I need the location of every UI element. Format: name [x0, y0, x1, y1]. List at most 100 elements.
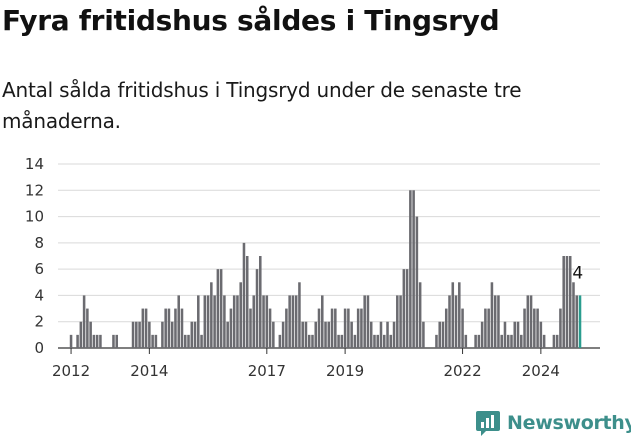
bar — [536, 308, 539, 348]
bar — [493, 295, 497, 348]
newsworthy-logo-icon — [476, 411, 500, 436]
bar — [79, 321, 83, 348]
bar — [203, 295, 207, 348]
bar — [193, 321, 197, 348]
bar — [484, 308, 487, 348]
bar — [376, 334, 380, 348]
bar — [379, 321, 383, 348]
bar — [239, 282, 242, 348]
bar — [510, 334, 513, 348]
bar — [448, 295, 451, 348]
bar — [334, 308, 337, 348]
bar — [148, 321, 151, 348]
bar — [167, 308, 171, 348]
bar — [396, 295, 399, 348]
bar — [206, 295, 210, 348]
y-tick-label: 10 — [25, 208, 44, 226]
y-tick-label: 4 — [34, 286, 44, 304]
bar — [213, 295, 216, 348]
bar — [506, 334, 510, 348]
bar — [461, 308, 464, 348]
bar — [382, 334, 386, 348]
bar — [337, 334, 340, 348]
x-tick-label: 2017 — [248, 362, 286, 380]
bar — [291, 295, 295, 348]
bar — [503, 321, 507, 348]
bar — [92, 334, 96, 348]
bar — [298, 282, 301, 348]
bar — [281, 321, 285, 348]
bar — [236, 295, 239, 348]
bar — [539, 321, 543, 348]
bar — [542, 334, 546, 348]
bar — [259, 256, 262, 348]
bar — [164, 308, 167, 348]
bar — [412, 190, 415, 348]
x-tick-label: 2012 — [52, 362, 90, 380]
bar — [232, 295, 236, 348]
bar — [356, 308, 360, 348]
bar — [161, 321, 164, 348]
bar — [500, 334, 503, 348]
bar — [552, 334, 556, 348]
bar — [373, 334, 376, 348]
bar — [314, 321, 318, 348]
bar — [76, 334, 79, 348]
bar — [288, 295, 291, 348]
bar — [533, 308, 536, 348]
bar — [141, 308, 145, 348]
bar — [526, 295, 530, 348]
y-tick-label: 6 — [34, 260, 44, 278]
bar — [99, 334, 102, 348]
bar — [568, 256, 572, 348]
bar — [138, 321, 141, 348]
bar — [219, 269, 223, 348]
bar — [444, 308, 448, 348]
bar — [343, 308, 347, 348]
y-tick-label: 12 — [25, 181, 44, 199]
x-tick-label: 2014 — [130, 362, 168, 380]
bar — [369, 321, 373, 348]
bar — [559, 308, 562, 348]
bar-highlight — [578, 295, 582, 348]
bar — [523, 308, 526, 348]
bar — [409, 190, 412, 348]
bar — [197, 295, 200, 348]
bar — [268, 308, 272, 348]
bar — [200, 334, 203, 348]
y-tick-label: 2 — [34, 313, 44, 331]
bar — [438, 321, 441, 348]
y-tick-label: 8 — [34, 234, 44, 252]
bar — [490, 282, 494, 348]
bar — [112, 334, 115, 348]
bar — [392, 321, 396, 348]
bar — [572, 282, 575, 348]
bar — [115, 334, 119, 348]
bar — [265, 295, 269, 348]
y-tick-label: 0 — [34, 339, 44, 357]
bar — [144, 308, 148, 348]
bar — [226, 321, 229, 348]
bar — [190, 321, 194, 348]
bar — [86, 308, 89, 348]
bar — [317, 308, 321, 348]
bars — [69, 190, 582, 348]
bar — [451, 282, 455, 348]
bar — [177, 295, 180, 348]
annotations: 4 — [571, 262, 585, 285]
bar — [223, 295, 226, 348]
bar — [262, 295, 265, 348]
bar — [255, 269, 259, 348]
bar — [415, 216, 419, 348]
bar — [245, 256, 249, 348]
bar — [242, 242, 246, 348]
bar — [89, 321, 92, 348]
bar — [435, 334, 438, 348]
bar — [249, 308, 252, 348]
bar — [154, 334, 158, 348]
bar — [278, 334, 282, 348]
bar — [480, 321, 484, 348]
bar — [555, 334, 559, 348]
bar — [272, 321, 275, 348]
bar — [252, 295, 256, 348]
